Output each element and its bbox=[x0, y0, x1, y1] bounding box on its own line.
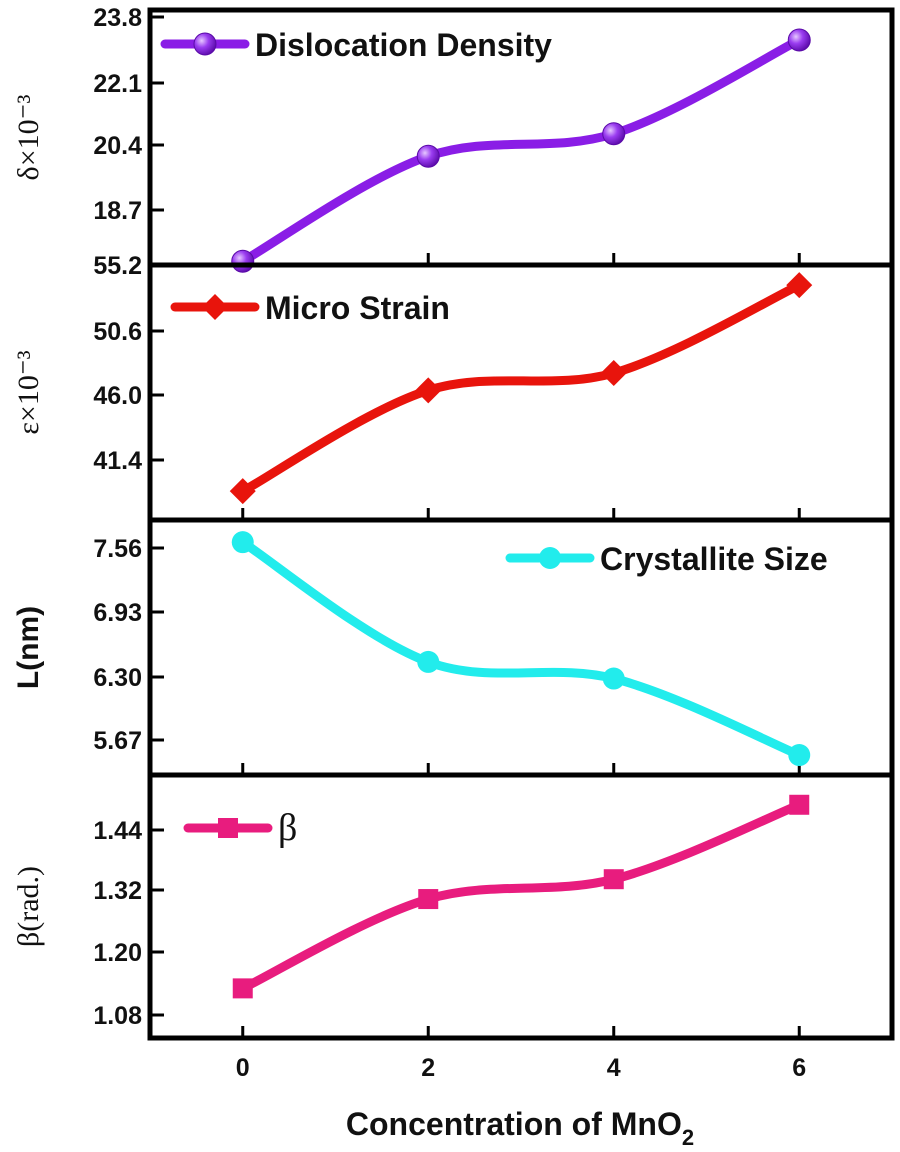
y-tick-label: 1.32 bbox=[93, 877, 142, 905]
data-point bbox=[415, 377, 442, 404]
series-line bbox=[238, 800, 804, 993]
y-tick-label: 50.6 bbox=[93, 318, 142, 346]
data-point bbox=[229, 478, 256, 505]
y-tick-label: 5.67 bbox=[93, 727, 142, 755]
panel-2: 55.2 50.6 46.0 41.4 ε×10⁻³ Micro Strain bbox=[12, 252, 895, 523]
x-tick-label: 2 bbox=[421, 1054, 435, 1082]
x-tick-label: 6 bbox=[792, 1054, 806, 1082]
panel-1-ylabel: δ×10⁻³ bbox=[12, 95, 45, 181]
series-line bbox=[238, 280, 804, 496]
y-tick-label: 46.0 bbox=[93, 382, 142, 410]
y-tick-label: 55.2 bbox=[93, 252, 142, 280]
y-tick-label: 7.56 bbox=[93, 535, 142, 563]
legend-label: Micro Strain bbox=[265, 290, 450, 326]
data-point bbox=[602, 667, 625, 690]
legend-marker bbox=[193, 32, 217, 56]
data-point bbox=[787, 28, 811, 52]
panel-4-ylabel: β(rad.) bbox=[12, 866, 45, 947]
panel-1: 23.8 22.1 20.4 18.7 δ×10⁻³ Dislocation Densit… bbox=[12, 4, 895, 273]
data-point bbox=[418, 889, 439, 910]
data-point bbox=[789, 794, 810, 815]
panel-2-ylabel: ε×10⁻³ bbox=[12, 350, 45, 434]
x-tick-label: 4 bbox=[607, 1054, 621, 1082]
data-point bbox=[600, 360, 627, 387]
data-point bbox=[602, 122, 626, 146]
data-point bbox=[603, 869, 624, 890]
legend-marker bbox=[202, 294, 228, 320]
panel-3: 7.56 6.93 6.30 5.67 L(nm) Crystallite Size bbox=[12, 517, 895, 778]
series-line bbox=[238, 537, 804, 760]
data-point bbox=[786, 272, 813, 299]
data-point bbox=[232, 978, 253, 999]
y-tick-label: 1.44 bbox=[93, 817, 142, 845]
data-point bbox=[231, 249, 255, 273]
legend-label: Crystallite Size bbox=[600, 541, 828, 577]
x-tick-label: 0 bbox=[236, 1054, 250, 1082]
panel-3-ylabel: L(nm) bbox=[12, 606, 45, 689]
y-tick-label: 18.7 bbox=[93, 197, 142, 225]
y-tick-label: 6.30 bbox=[93, 664, 142, 692]
y-tick-label: 22.1 bbox=[93, 70, 142, 98]
legend-marker bbox=[539, 547, 561, 569]
legend-label: β bbox=[278, 807, 297, 849]
y-tick-label: 20.4 bbox=[93, 132, 142, 160]
data-point bbox=[417, 650, 440, 673]
y-tick-label: 1.20 bbox=[93, 939, 142, 967]
y-tick-label: 23.8 bbox=[93, 4, 142, 32]
y-tick-label: 6.93 bbox=[93, 599, 142, 627]
legend-label: Dislocation Density bbox=[255, 27, 552, 63]
legend-marker bbox=[218, 818, 238, 838]
panel-4: 1.44 1.32 1.20 1.08 β(rad.) β bbox=[12, 772, 895, 1041]
data-point bbox=[231, 531, 254, 554]
y-tick-label: 1.08 bbox=[93, 1002, 142, 1030]
data-point bbox=[788, 744, 811, 767]
y-tick-label: 41.4 bbox=[93, 447, 142, 475]
data-point bbox=[416, 144, 440, 168]
series-line bbox=[238, 35, 804, 266]
x-axis-label: Concentration of MnO2 bbox=[346, 1106, 694, 1150]
panel-4-frame bbox=[147, 772, 895, 1041]
